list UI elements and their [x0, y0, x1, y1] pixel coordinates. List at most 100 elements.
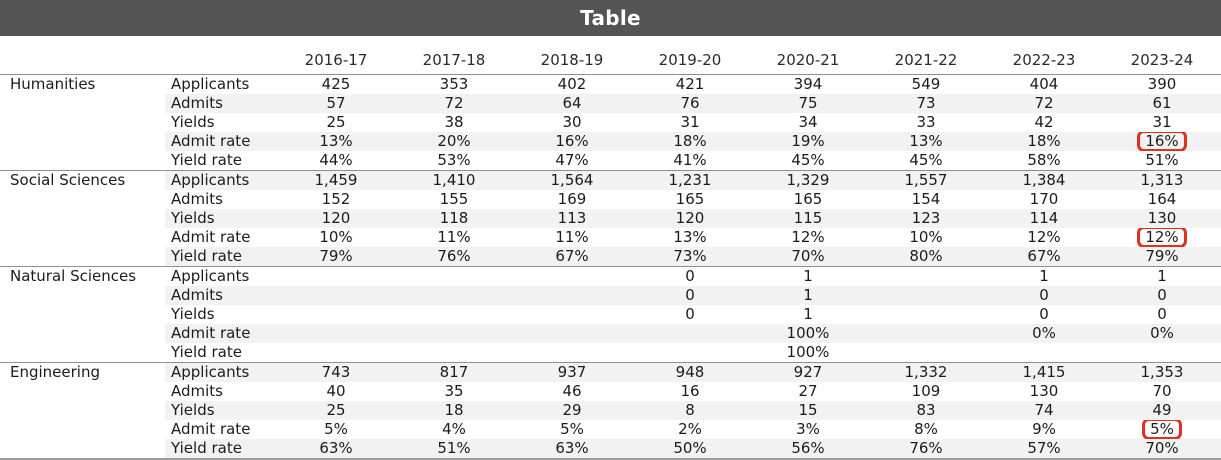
value-cell: 42	[1034, 113, 1054, 131]
value-cell: 5%	[1103, 420, 1221, 439]
value-cell: 1,329	[749, 170, 867, 190]
value-cell: 64	[513, 94, 631, 113]
category-cell	[0, 439, 165, 460]
value-cell: 948	[631, 362, 749, 382]
value-cell: 76	[631, 94, 749, 113]
value-cell: 115	[749, 209, 867, 228]
value-cell: 113	[513, 209, 631, 228]
year-header: 2017-18	[422, 51, 486, 69]
value-cell	[277, 266, 395, 286]
value-cell: 1,332	[867, 362, 985, 382]
value-cell	[631, 343, 749, 363]
value-cell: 12%	[1027, 228, 1061, 246]
value-cell: 79%	[1103, 247, 1221, 267]
value-cell	[395, 305, 513, 324]
value-cell: 0%	[1103, 324, 1221, 343]
metric-cell: Yield rate	[165, 247, 277, 267]
value-cell	[277, 305, 395, 324]
value-cell: 83	[867, 401, 985, 420]
year-header: 2018-19	[540, 51, 604, 69]
value-cell: 743	[277, 362, 395, 382]
year-header: 2016-17	[304, 51, 368, 69]
value-cell: 13%	[277, 132, 395, 151]
value-cell: 0	[631, 266, 749, 286]
value-cell: 41%	[673, 151, 707, 169]
value-cell: 27	[798, 382, 818, 400]
value-cell: 16%	[1103, 132, 1221, 151]
metric-cell: Yields	[165, 209, 277, 228]
value-cell	[513, 266, 631, 286]
value-cell	[513, 286, 631, 305]
value-cell: 0	[1103, 286, 1221, 305]
value-cell: 1	[749, 266, 867, 286]
value-cell: 2%	[678, 420, 702, 438]
table-row: Yield rate 79% 76% 67% 73% 70% 80% 67% 79%	[0, 247, 1221, 267]
value-cell: 1,564	[513, 170, 631, 190]
value-cell	[277, 343, 395, 363]
value-cell: 120	[631, 209, 749, 228]
metric-cell: Admit rate	[165, 324, 277, 343]
year-header: 2022-23	[1012, 51, 1076, 69]
value-cell: 57%	[985, 439, 1103, 460]
value-cell	[513, 343, 631, 363]
metric-cell: Yield rate	[165, 439, 277, 460]
value-cell: 169	[557, 190, 587, 208]
value-cell: 0	[985, 286, 1103, 305]
category-cell: Natural Sciences	[0, 266, 165, 286]
category-cell: Social Sciences	[0, 170, 165, 190]
value-cell: 130	[1029, 382, 1059, 400]
value-cell: 1,459	[277, 170, 395, 190]
value-cell: 165	[793, 190, 823, 208]
value-cell: 44%	[319, 151, 353, 169]
metric-cell: Admits	[165, 286, 277, 305]
value-cell: 0	[1039, 305, 1049, 323]
metric-cell: Applicants	[165, 266, 277, 286]
metric-cell: Admits	[165, 94, 277, 113]
value-cell: 0	[685, 305, 695, 323]
value-cell: 45%	[909, 151, 943, 169]
widget-title: Table	[580, 6, 641, 30]
metric-cell: Yields	[171, 305, 215, 323]
category-cell	[0, 228, 165, 247]
table-row: Admits 0 1 0 0	[0, 286, 1221, 305]
value-cell: 10%	[909, 228, 943, 246]
widget-title-bar: Table	[0, 0, 1221, 36]
value-cell: 390	[1103, 74, 1221, 94]
value-cell: 13%	[673, 228, 707, 246]
value-cell: 73%	[631, 247, 749, 267]
value-cell: 63%	[277, 439, 395, 460]
value-cell: 1	[803, 305, 813, 323]
table-row: Yield rate 63% 51% 63% 50% 56% 76% 57% 70%	[0, 439, 1221, 460]
value-cell	[395, 343, 513, 363]
value-cell: 49	[1103, 401, 1221, 420]
value-cell: 51%	[395, 439, 513, 460]
value-cell: 1	[985, 266, 1103, 286]
value-cell: 11%	[437, 228, 471, 246]
header-spacer-metric	[165, 36, 277, 75]
value-cell: 1,557	[867, 170, 985, 190]
table-row: Natural Sciences Applicants 0 1 1 1	[0, 266, 1221, 286]
value-cell: 47%	[555, 151, 589, 169]
table-row: Yields 25 38 30 31 34 33 42 31	[0, 113, 1221, 132]
highlighted-value-box: 12%	[1137, 228, 1187, 247]
value-cell: 16%	[513, 132, 631, 151]
value-cell: 25	[277, 401, 395, 420]
value-cell	[277, 324, 395, 343]
value-cell: 79%	[277, 247, 395, 267]
category-cell	[0, 286, 165, 305]
metric-cell: Admits	[171, 382, 223, 400]
category-cell	[0, 420, 165, 439]
metric-cell: Yield rate	[171, 151, 242, 169]
value-cell: 154	[911, 190, 941, 208]
metric-cell: Admit rate	[171, 228, 251, 246]
value-cell	[867, 324, 985, 343]
value-cell: 130	[1103, 209, 1221, 228]
value-cell: 5%	[324, 420, 348, 438]
value-cell: 16	[680, 382, 700, 400]
value-cell: 1,313	[1103, 170, 1221, 190]
value-cell: 35	[444, 382, 464, 400]
value-cell: 34	[798, 113, 818, 131]
metric-cell: Yields	[165, 401, 277, 420]
metric-cell: Admits	[171, 190, 223, 208]
